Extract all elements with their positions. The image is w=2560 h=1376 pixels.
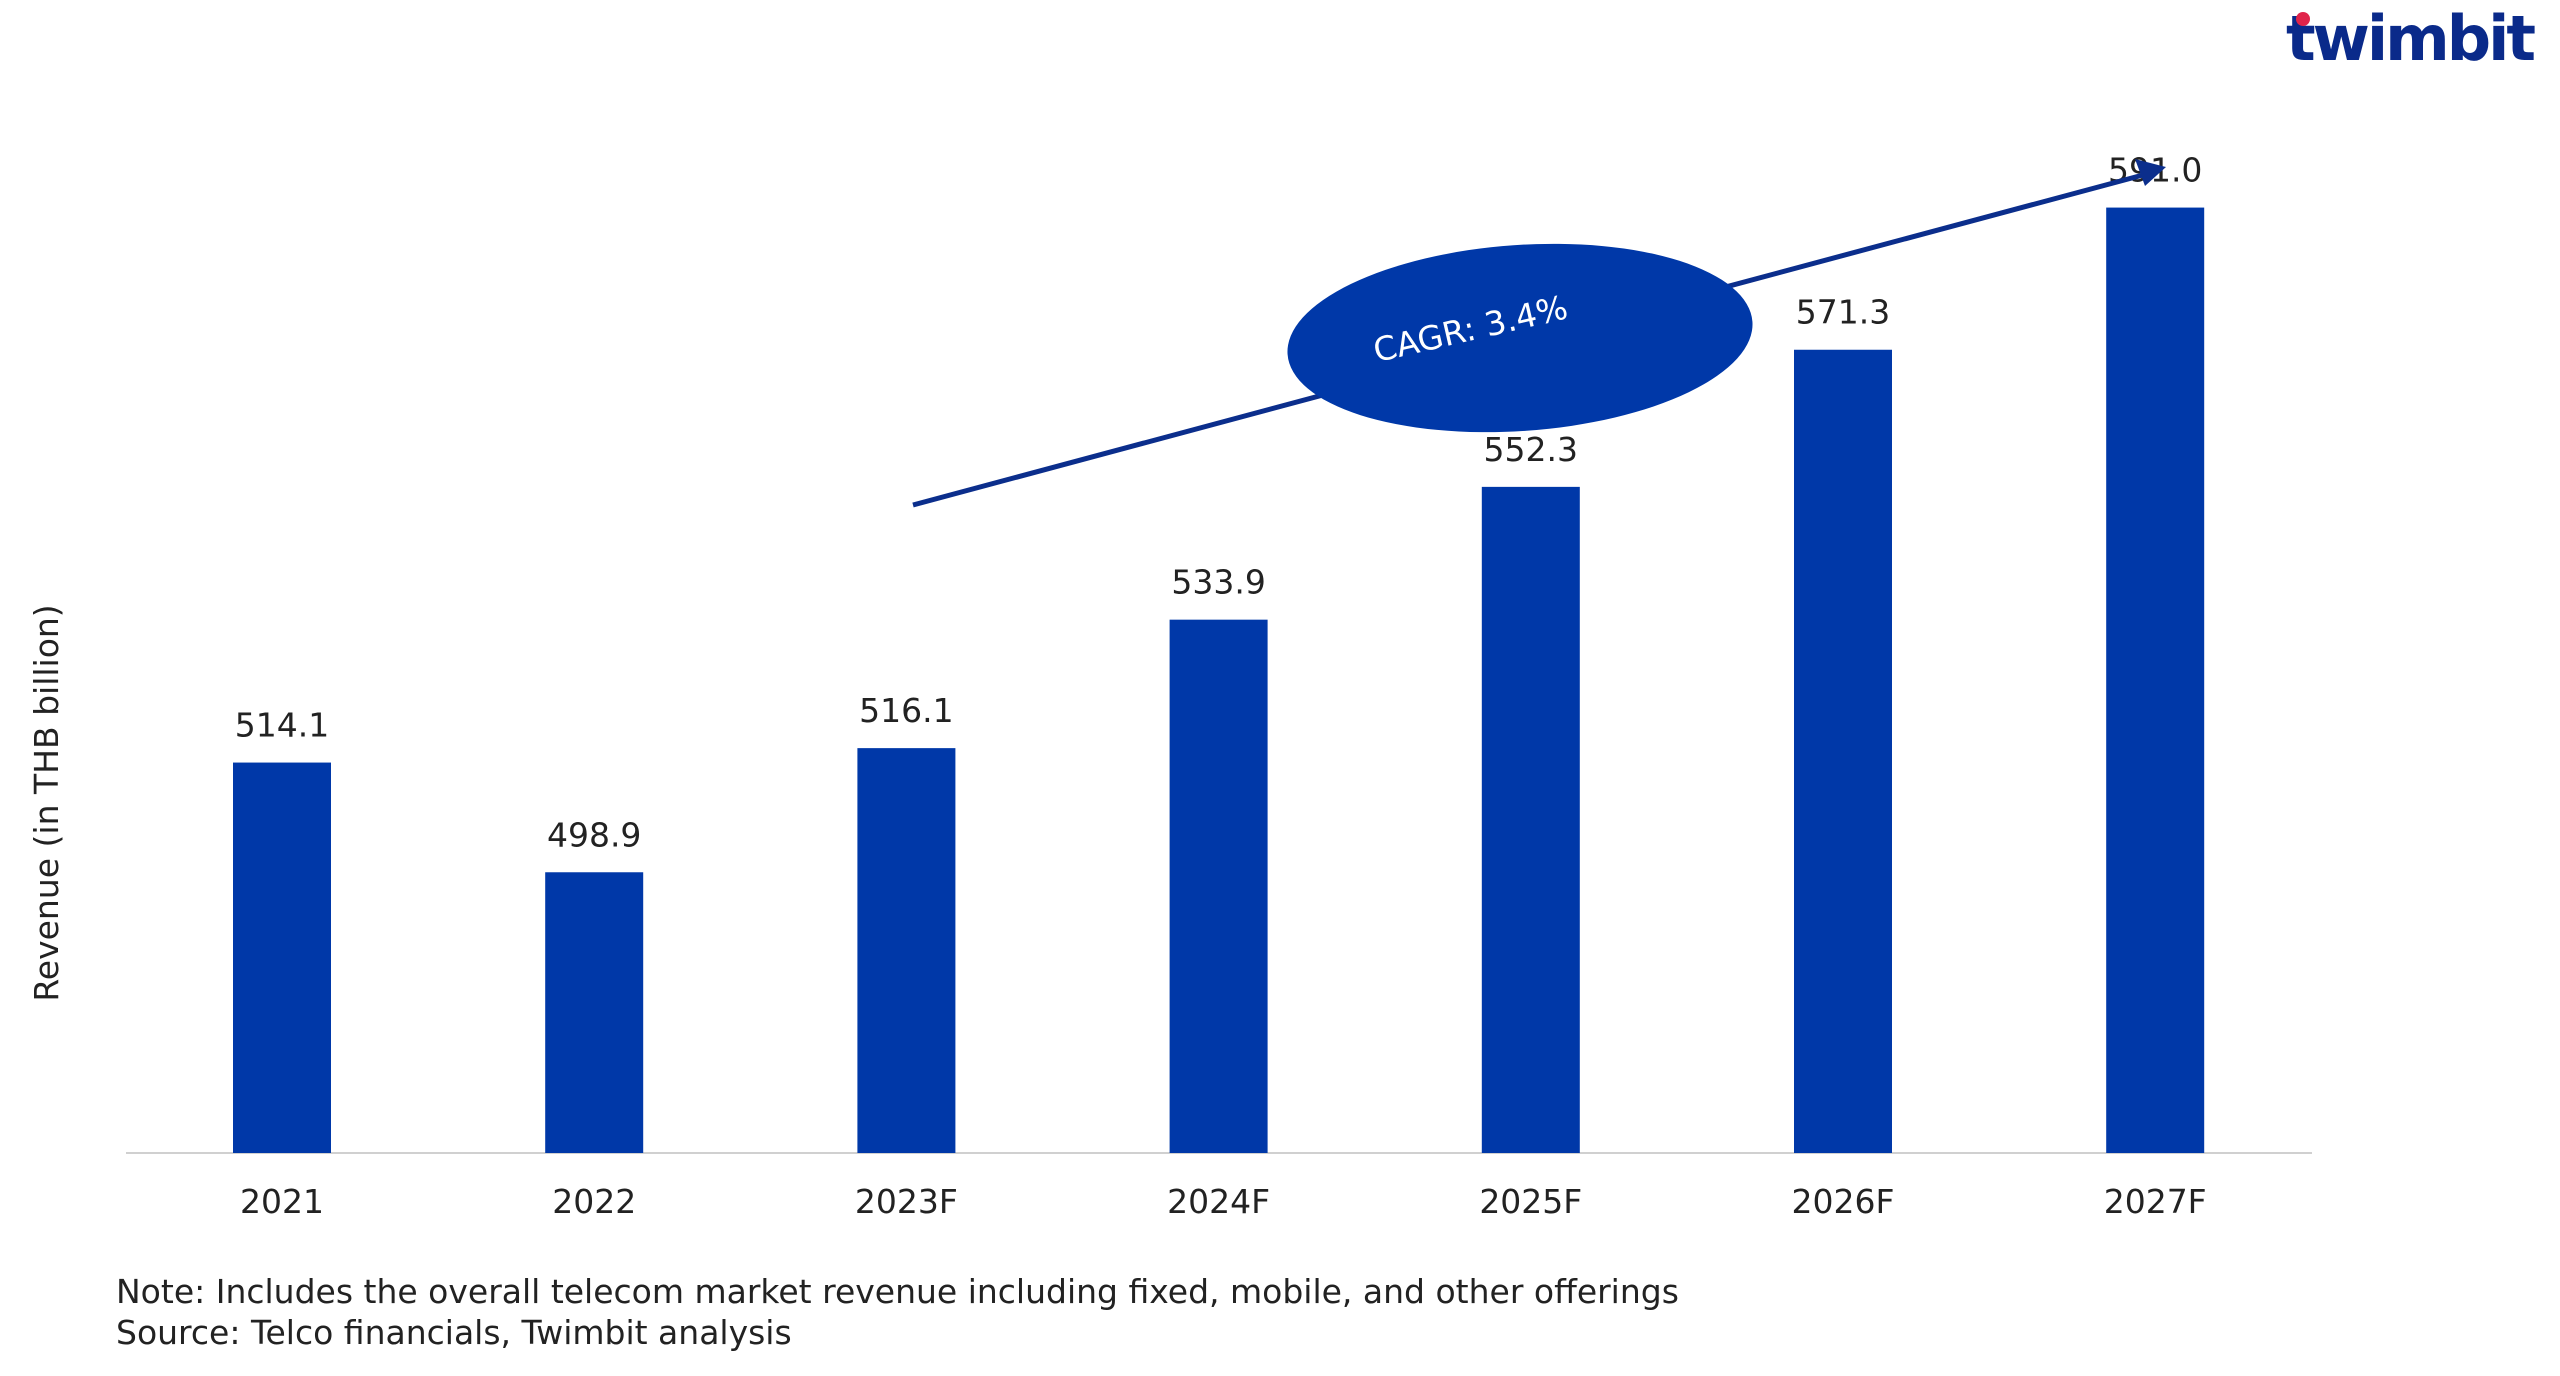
data-label-2024F: 533.9 xyxy=(1171,563,1265,602)
logo-dot-icon xyxy=(2296,12,2310,26)
data-label-2026F: 571.3 xyxy=(1796,293,1890,332)
x-tick-label-2022: 2022 xyxy=(552,1182,636,1221)
footnote-source: Source: Telco financials, Twimbit analys… xyxy=(116,1313,792,1352)
bar-2022 xyxy=(545,872,644,1153)
data-label-2022: 498.9 xyxy=(547,815,641,854)
bars-layer: 514.1 2021 498.9 2022 516.1 2023F 533.9 2024F 55… xyxy=(233,151,2207,1221)
x-tick-label-2024F: 2024F xyxy=(1167,1182,1270,1221)
footnote-note: Note: Includes the overall telecom marke… xyxy=(116,1272,1679,1311)
arrow-head-icon xyxy=(2135,159,2166,186)
x-tick-label-2021: 2021 xyxy=(240,1182,324,1221)
x-tick-label-2025F: 2025F xyxy=(1479,1182,1582,1221)
twimbit-logo: twimbit xyxy=(2286,2,2538,75)
bar-2027F xyxy=(2106,207,2205,1153)
logo-text: twimbit xyxy=(2286,2,2535,75)
x-tick-label-2023F: 2023F xyxy=(855,1182,958,1221)
bar-2024F xyxy=(1169,619,1268,1153)
data-label-2025F: 552.3 xyxy=(1484,430,1578,469)
x-tick-label-2026F: 2026F xyxy=(1792,1182,1895,1221)
cagr-annotation: CAGR: 3.4% xyxy=(912,159,2166,508)
cagr-ellipse xyxy=(1287,243,1753,433)
bar-2026F xyxy=(1794,349,1892,1153)
bar-2021 xyxy=(233,762,331,1153)
data-label-2021: 514.1 xyxy=(235,706,329,745)
y-axis-label: Revenue (in THB billion) xyxy=(27,604,66,1001)
data-label-2023F: 516.1 xyxy=(859,691,953,730)
x-tick-label-2027F: 2027F xyxy=(2104,1182,2207,1221)
bar-2023F xyxy=(857,748,956,1153)
bar-2025F xyxy=(1481,486,1580,1153)
